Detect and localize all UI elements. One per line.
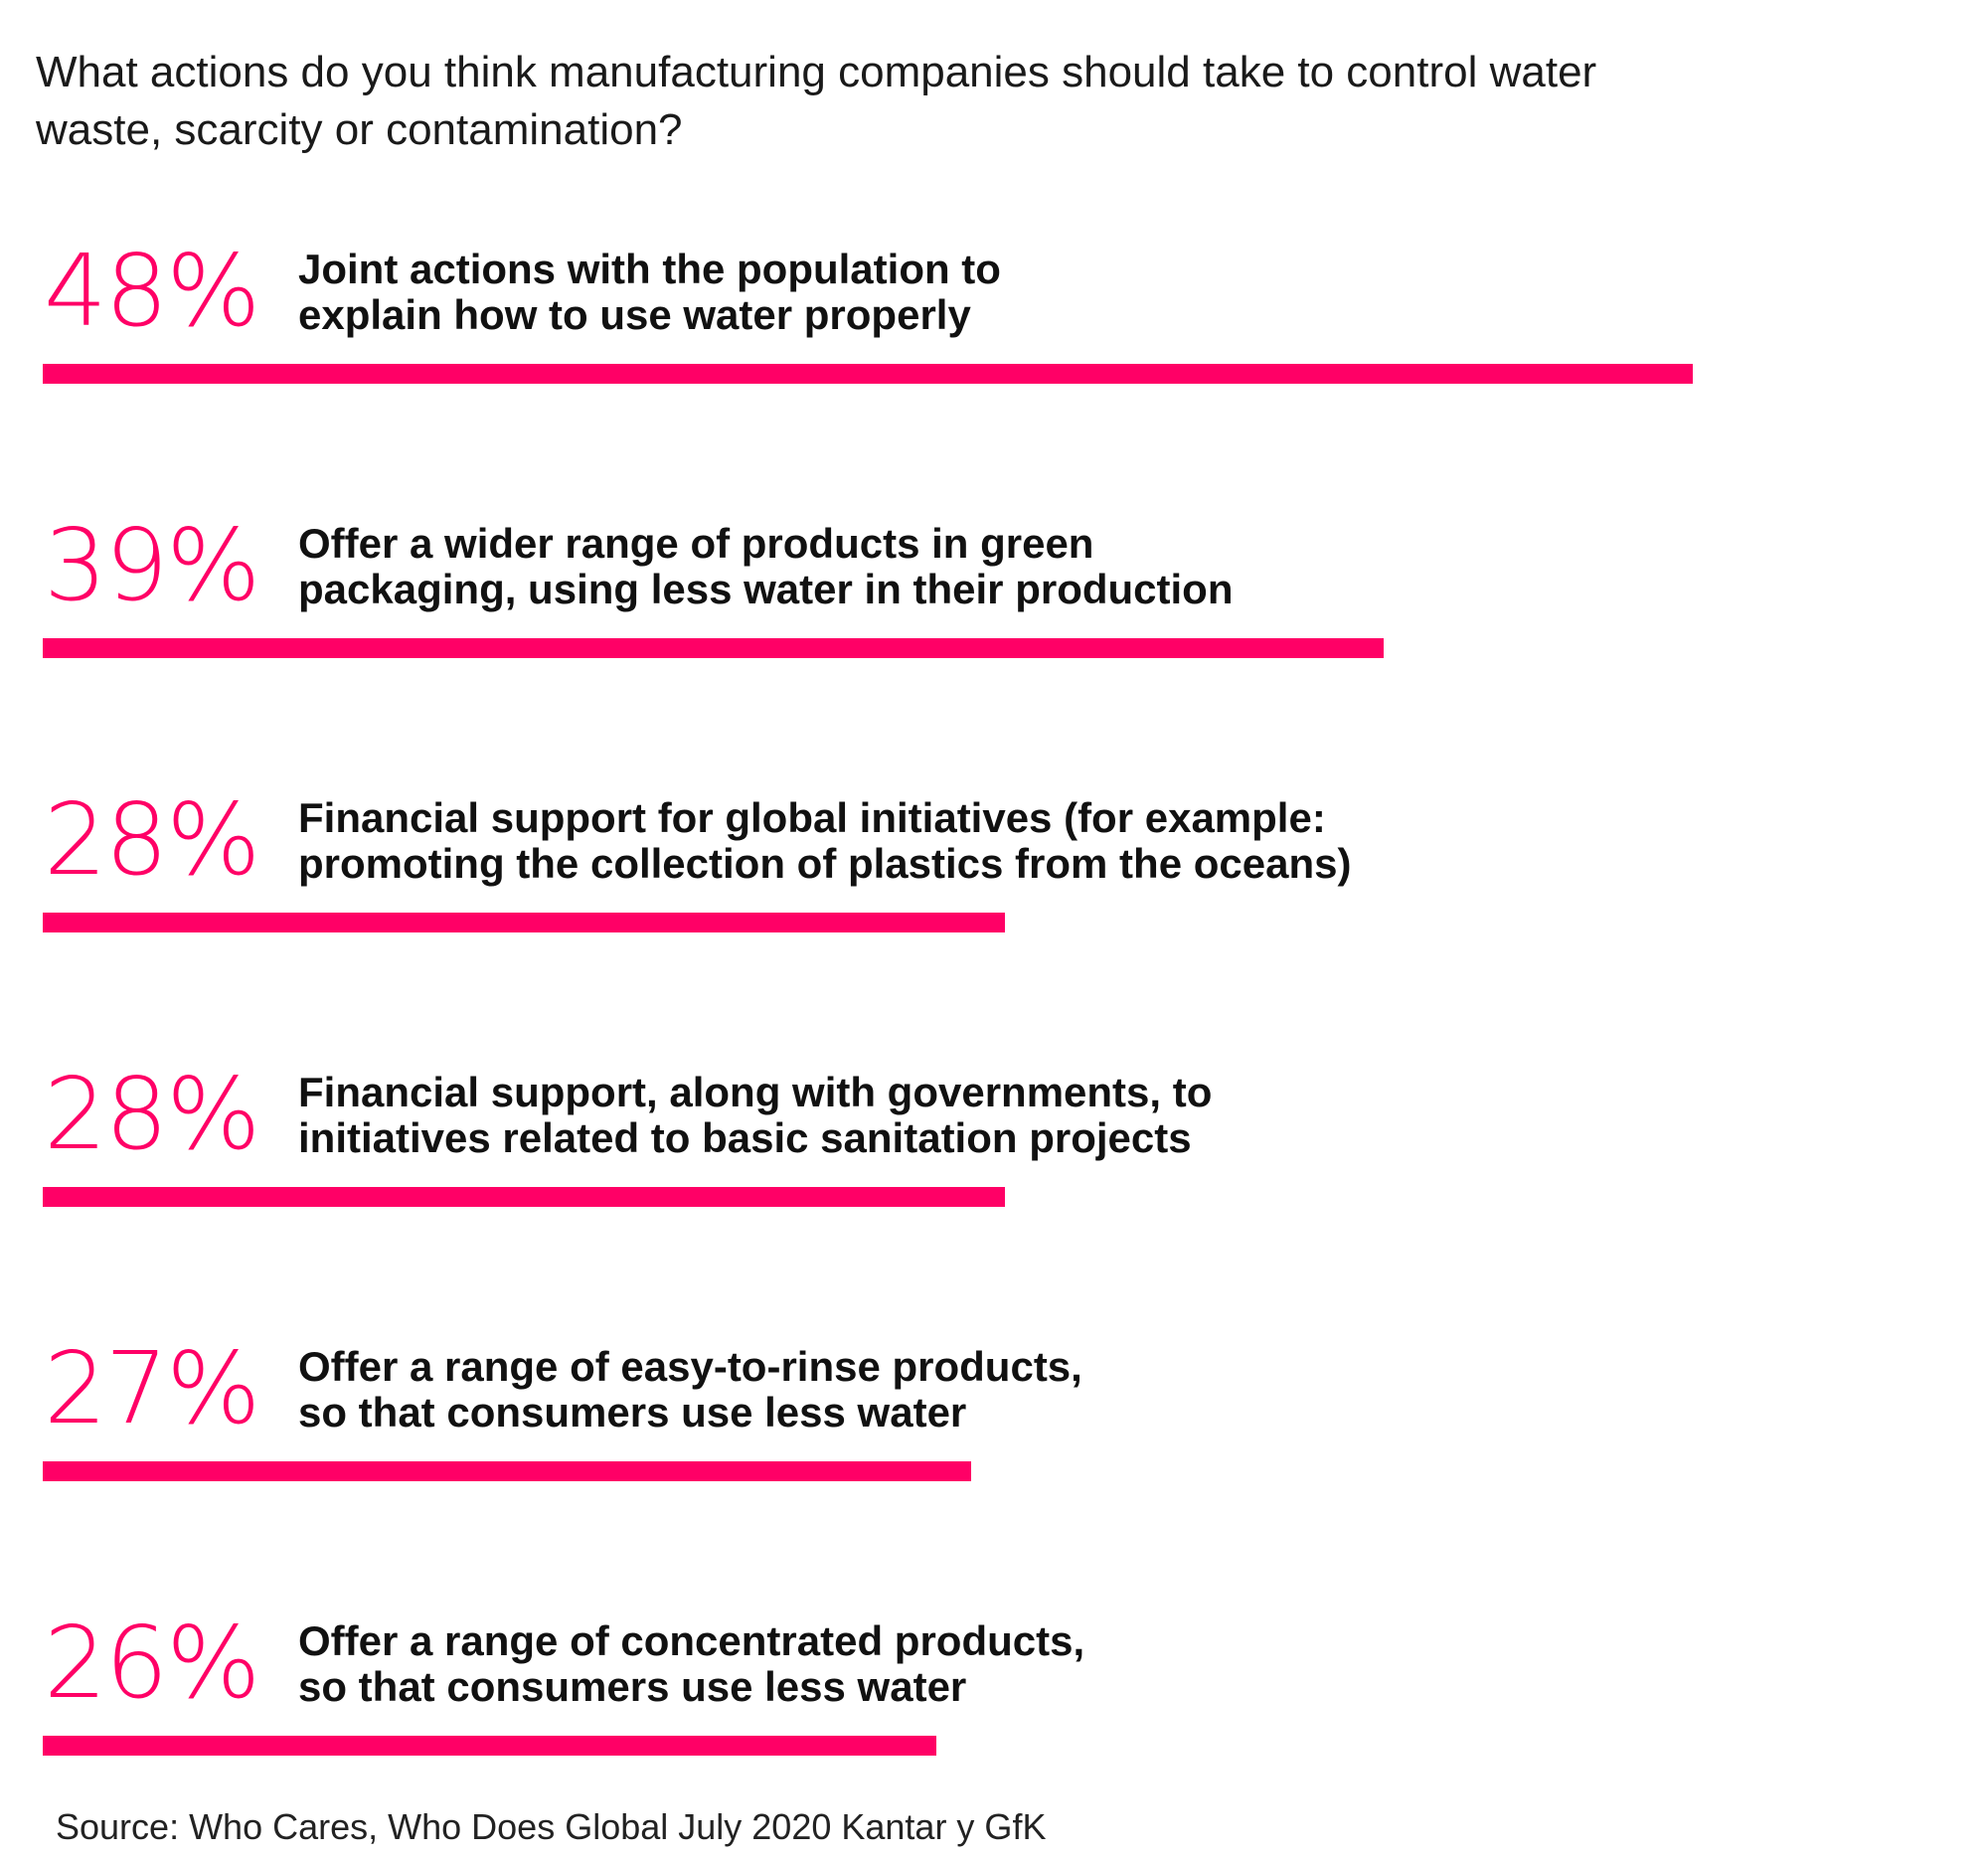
value-label: 27%	[44, 1330, 260, 1446]
category-label-line: Offer a wider range of products in green	[298, 520, 1094, 567]
value-label: 28%	[44, 1056, 260, 1172]
category-label-line: so that consumers use less water	[298, 1389, 967, 1436]
bar	[43, 1461, 971, 1481]
value-label: 48%	[44, 233, 260, 349]
bar-item: 48% Joint actions with the population to e…	[0, 237, 1988, 455]
category-label-line: explain how to use water properly	[298, 291, 971, 338]
bar-item: 28% Financial support for global initiati…	[0, 785, 1988, 1004]
category-label: Offer a range of easy-to-rinse products,…	[298, 1344, 1590, 1436]
bar	[43, 1187, 1005, 1207]
category-label: Offer a wider range of products in green…	[298, 521, 1590, 612]
category-label-line: so that consumers use less water	[298, 1663, 967, 1710]
category-label-line: Financial support, along with government…	[298, 1069, 1213, 1115]
category-label: Offer a range of concentrated products, s…	[298, 1618, 1590, 1710]
bar-item: 39% Offer a wider range of products in gr…	[0, 511, 1988, 730]
category-label-line: initiatives related to basic sanitation …	[298, 1114, 1192, 1161]
category-label-line: promoting the collection of plastics fro…	[298, 840, 1352, 887]
source-note: Source: Who Cares, Who Does Global July …	[56, 1806, 1047, 1847]
category-label-line: packaging, using less water in their pro…	[298, 566, 1234, 612]
bar	[43, 1736, 936, 1756]
category-label-line: Offer a range of concentrated products,	[298, 1617, 1085, 1664]
category-label-line: Financial support for global initiatives…	[298, 794, 1326, 841]
category-label: Financial support, along with government…	[298, 1070, 1590, 1161]
category-label: Financial support for global initiatives…	[298, 795, 1590, 887]
bar-item: 26% Offer a range of concentrated product…	[0, 1608, 1988, 1827]
category-label: Joint actions with the population to expl…	[298, 247, 1590, 338]
chart-title: What actions do you think manufacturing …	[36, 48, 1597, 154]
bar	[43, 913, 1005, 932]
value-label: 39%	[44, 507, 260, 623]
bar-item: 28% Financial support, along with governm…	[0, 1060, 1988, 1278]
category-label-line: Offer a range of easy-to-rinse products,	[298, 1343, 1082, 1390]
bar-item: 27% Offer a range of easy-to-rinse produc…	[0, 1334, 1988, 1553]
category-label-line: Joint actions with the population to	[298, 246, 1001, 292]
bar	[43, 638, 1384, 658]
value-label: 28%	[44, 781, 260, 898]
bar	[43, 364, 1693, 384]
value-label: 26%	[44, 1605, 260, 1721]
